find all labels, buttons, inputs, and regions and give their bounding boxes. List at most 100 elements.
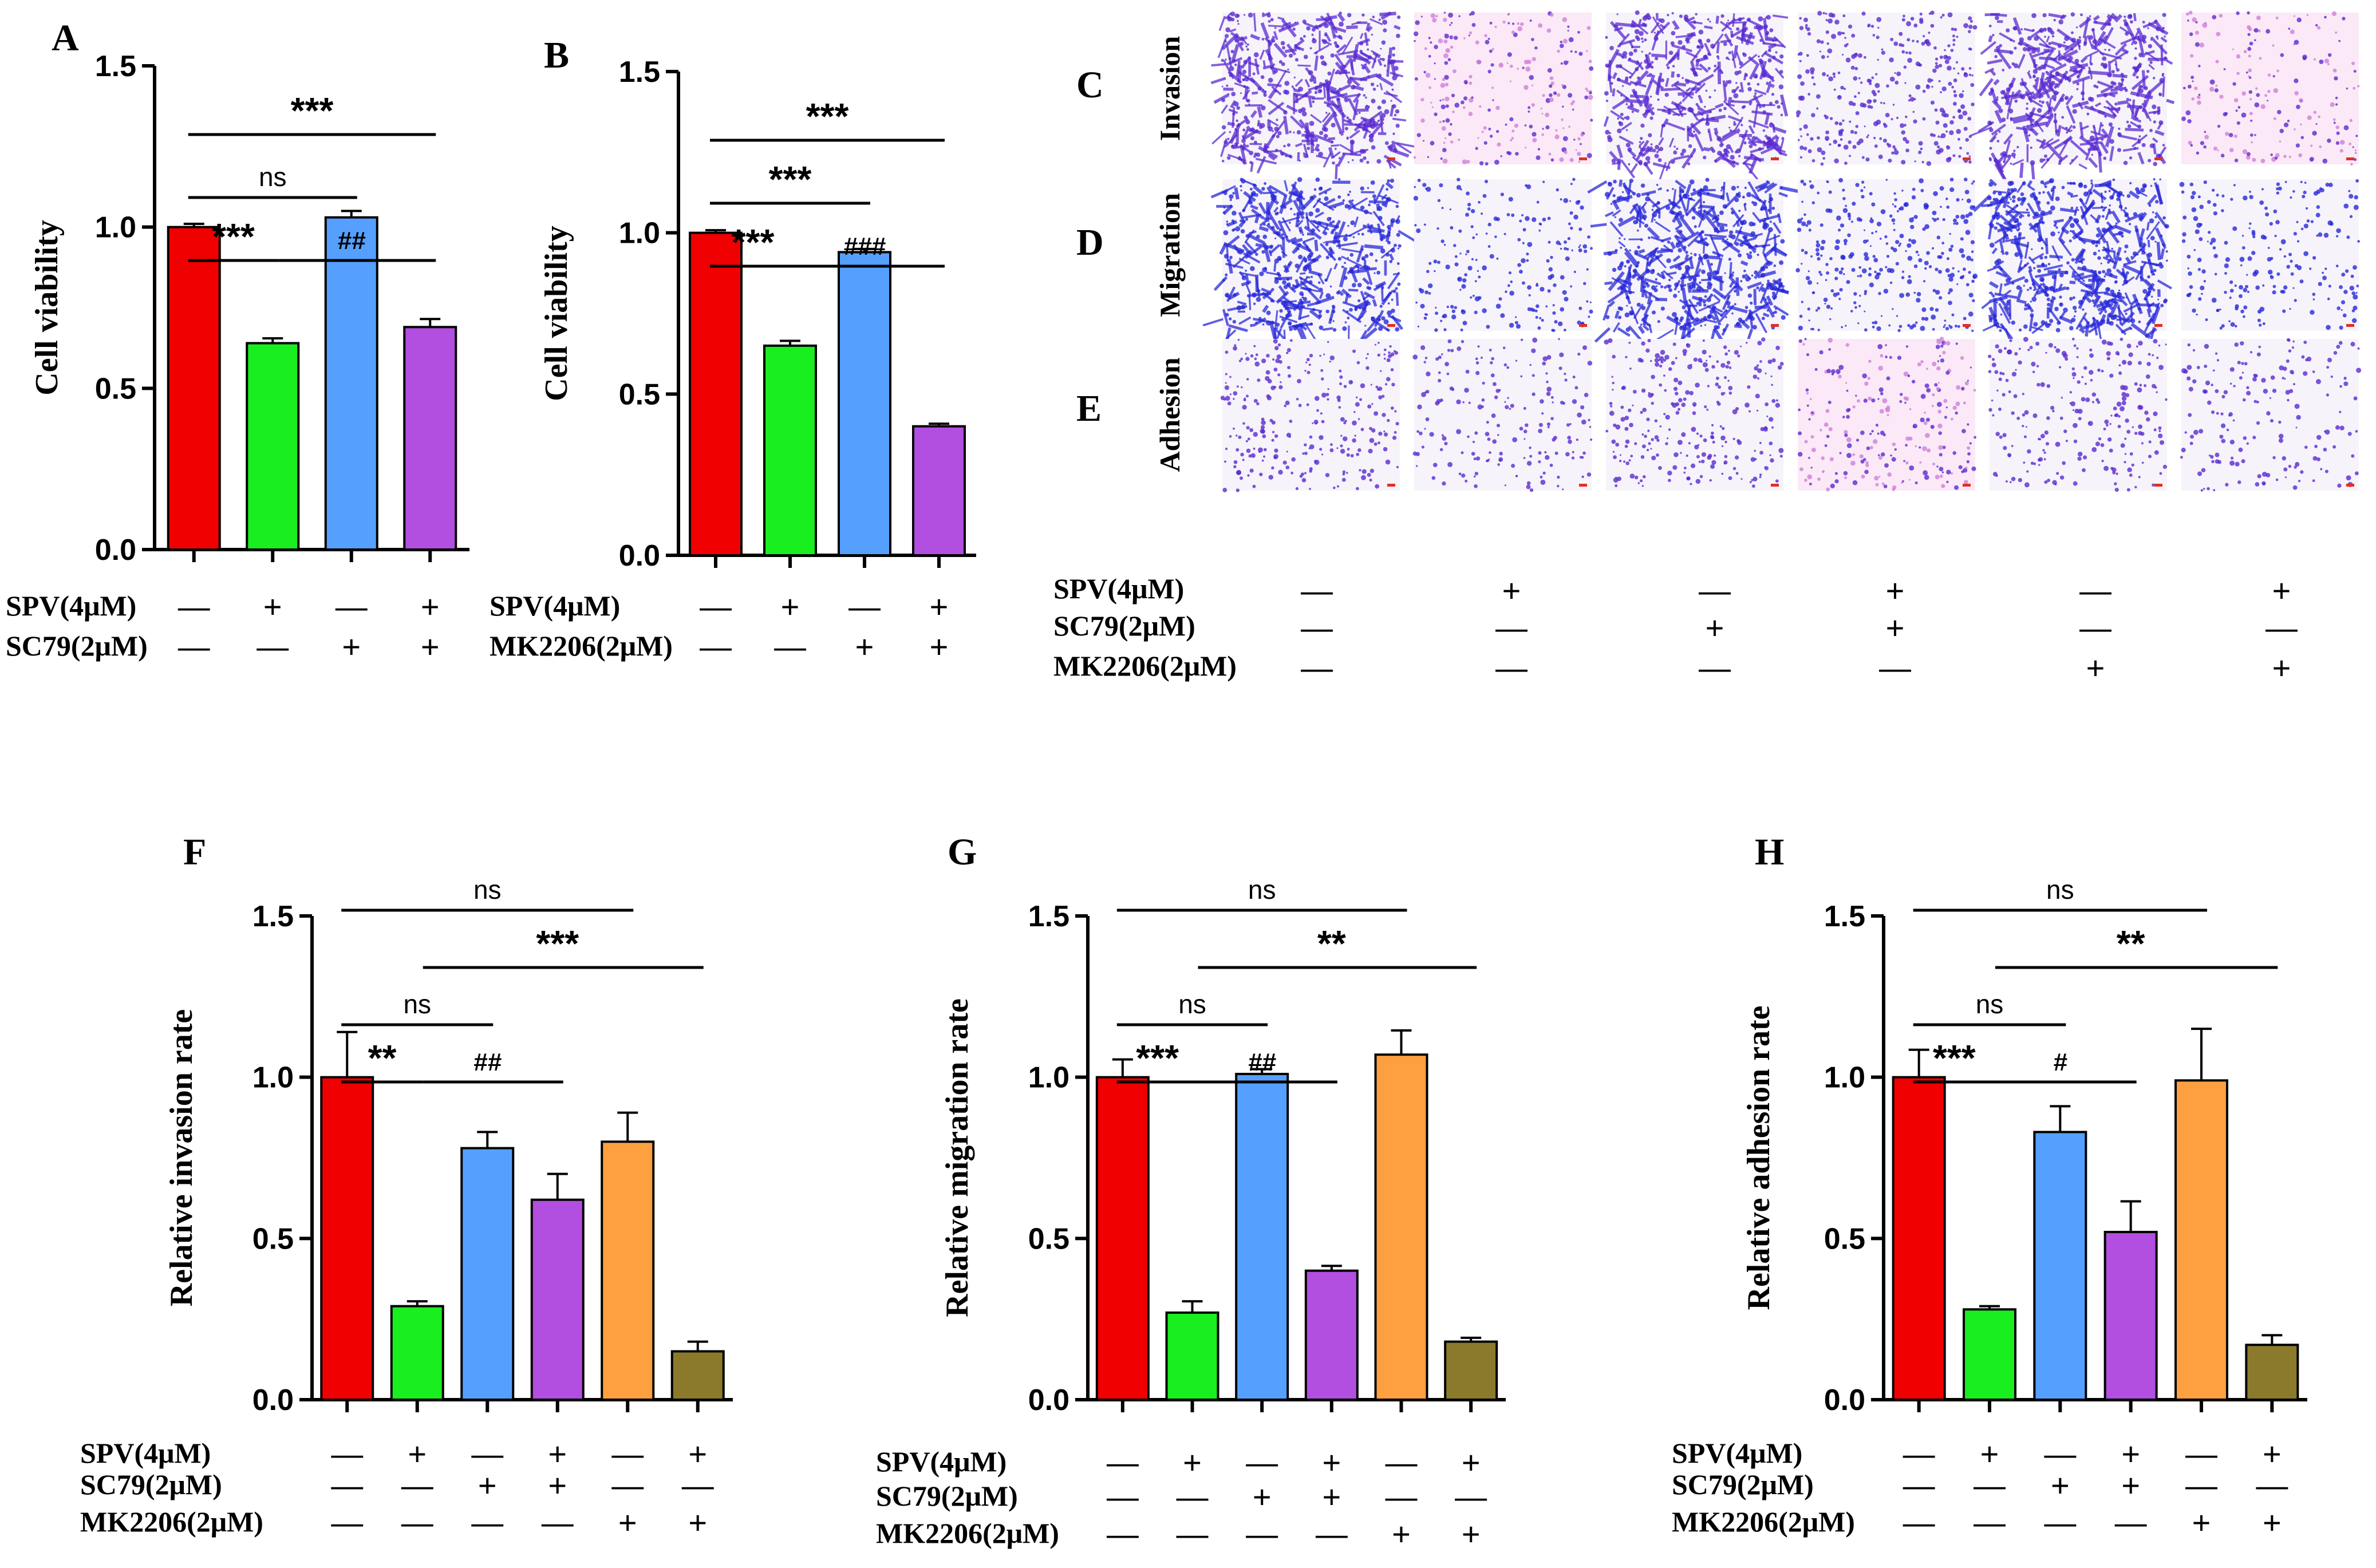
cell [1622, 51, 1628, 56]
cell [1896, 72, 1901, 77]
significance-label: *** [1933, 1037, 1976, 1079]
cell [1812, 291, 1815, 294]
cell [1685, 251, 1688, 254]
cell-process [2040, 152, 2055, 169]
cell [1892, 104, 1895, 106]
cell [1953, 67, 1955, 70]
cell [2294, 128, 2296, 131]
cell [2051, 94, 2057, 100]
cell [1383, 28, 1387, 33]
cell [1879, 267, 1883, 272]
cell [2267, 100, 2269, 102]
cell [2034, 223, 2039, 228]
cell [1940, 91, 1942, 93]
cell [1777, 105, 1781, 109]
cell [1747, 17, 1751, 22]
cell [2107, 49, 2111, 52]
cell [1843, 144, 1849, 150]
condition-sign: + [930, 589, 949, 625]
cell [2200, 141, 2205, 145]
cell [1243, 143, 1246, 146]
cell-process [1651, 236, 1664, 243]
cell-process [1764, 183, 1778, 194]
cell-process [1379, 11, 1396, 17]
cell [2107, 181, 2111, 186]
cell [1807, 32, 1811, 36]
cell [2236, 121, 2240, 125]
cell [1451, 93, 1455, 97]
condition-sign: + [2192, 1504, 2211, 1541]
cell [1529, 124, 1533, 129]
cell-process [1652, 201, 1660, 208]
y-tick-label: 1.0 [1028, 1061, 1069, 1095]
cell [2118, 86, 2124, 92]
cell [1615, 25, 1619, 28]
cell [1507, 284, 1510, 287]
cell [1229, 199, 1232, 202]
cell [1744, 73, 1748, 77]
cell-process [1223, 60, 1234, 80]
cell [1378, 18, 1381, 21]
cell [1608, 181, 1613, 187]
cell [2031, 297, 2037, 302]
cell [1364, 119, 1367, 122]
condition-sign: — [1107, 1444, 1139, 1480]
cell-process [1322, 327, 1333, 331]
cell [1323, 231, 1328, 235]
cell [1949, 177, 1954, 182]
cell [1233, 293, 1237, 297]
cell [1436, 227, 1439, 230]
cell [1493, 216, 1498, 221]
cell-process [1611, 277, 1629, 289]
condition-sign: + [1253, 1479, 1272, 1515]
cell-process [1766, 85, 1771, 93]
cell [2083, 191, 2089, 197]
cell [1252, 72, 1256, 76]
cell [2150, 270, 2153, 274]
cell [1840, 128, 1844, 133]
cell [1625, 116, 1630, 120]
cell [1704, 324, 1706, 326]
significance-label: ** [368, 1037, 397, 1079]
cell-process [1387, 271, 1400, 290]
cell-process [1648, 323, 1653, 333]
cell [1517, 263, 1522, 267]
cell [1715, 270, 1719, 275]
cell-process [1617, 215, 1636, 227]
cell [1342, 326, 1347, 331]
cell [1414, 224, 1417, 227]
cell [1367, 55, 1372, 60]
condition-sign: + [548, 1436, 567, 1472]
cell-process [2117, 304, 2122, 325]
cell [1577, 31, 1580, 34]
cell [1707, 281, 1712, 286]
cell [1738, 210, 1741, 212]
cell [2220, 153, 2225, 158]
cell [1532, 57, 1536, 61]
cell-process [1262, 60, 1266, 68]
cell-process [1686, 51, 1698, 58]
cell [1230, 11, 1236, 17]
cell [2236, 54, 2241, 59]
cell [2040, 247, 2044, 250]
cell [2047, 27, 2053, 33]
cell-process [2120, 78, 2125, 87]
cell-process [2080, 125, 2089, 131]
significance-label: *** [769, 159, 812, 200]
cell [1757, 82, 1760, 86]
condition-label: SPV(4μM) [876, 1445, 1007, 1478]
cell-process [1293, 88, 1300, 93]
cell-process [1628, 41, 1634, 48]
cell-process [1328, 201, 1345, 210]
cell [1323, 133, 1328, 139]
cell [1553, 283, 1557, 287]
cell-process [1749, 309, 1754, 329]
cell [2197, 100, 2201, 105]
cell [1837, 144, 1841, 147]
cell [2154, 240, 2157, 243]
cell-process [1281, 18, 1297, 38]
cell [1488, 128, 1491, 131]
